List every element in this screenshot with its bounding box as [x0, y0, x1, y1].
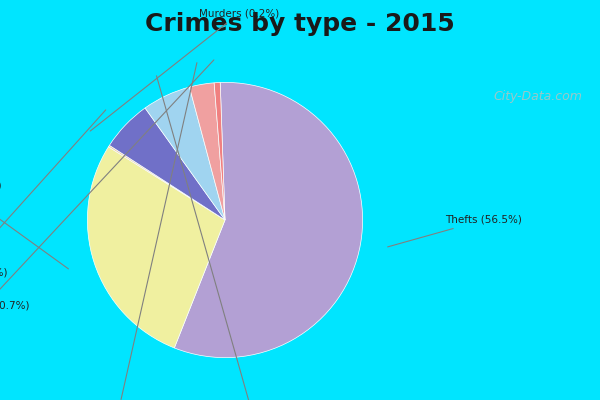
Wedge shape	[109, 145, 225, 220]
Wedge shape	[190, 83, 225, 220]
Text: Thefts (56.5%): Thefts (56.5%)	[388, 215, 522, 247]
Wedge shape	[88, 147, 225, 348]
Text: Murders (0.2%): Murders (0.2%)	[90, 9, 279, 131]
Text: City-Data.com: City-Data.com	[493, 90, 582, 103]
Text: Burglaries (27.9%): Burglaries (27.9%)	[0, 181, 68, 269]
Wedge shape	[175, 82, 362, 358]
Text: Robberies (0.7%): Robberies (0.7%)	[0, 60, 214, 310]
Text: Crimes by type - 2015: Crimes by type - 2015	[145, 12, 455, 36]
Text: Rapes (2.9%): Rapes (2.9%)	[84, 63, 197, 400]
Text: Assaults (5.7%): Assaults (5.7%)	[157, 76, 296, 400]
Wedge shape	[145, 87, 225, 220]
Text: Auto thefts (6.0%): Auto thefts (6.0%)	[0, 110, 106, 277]
Wedge shape	[214, 82, 225, 220]
Wedge shape	[109, 108, 225, 220]
